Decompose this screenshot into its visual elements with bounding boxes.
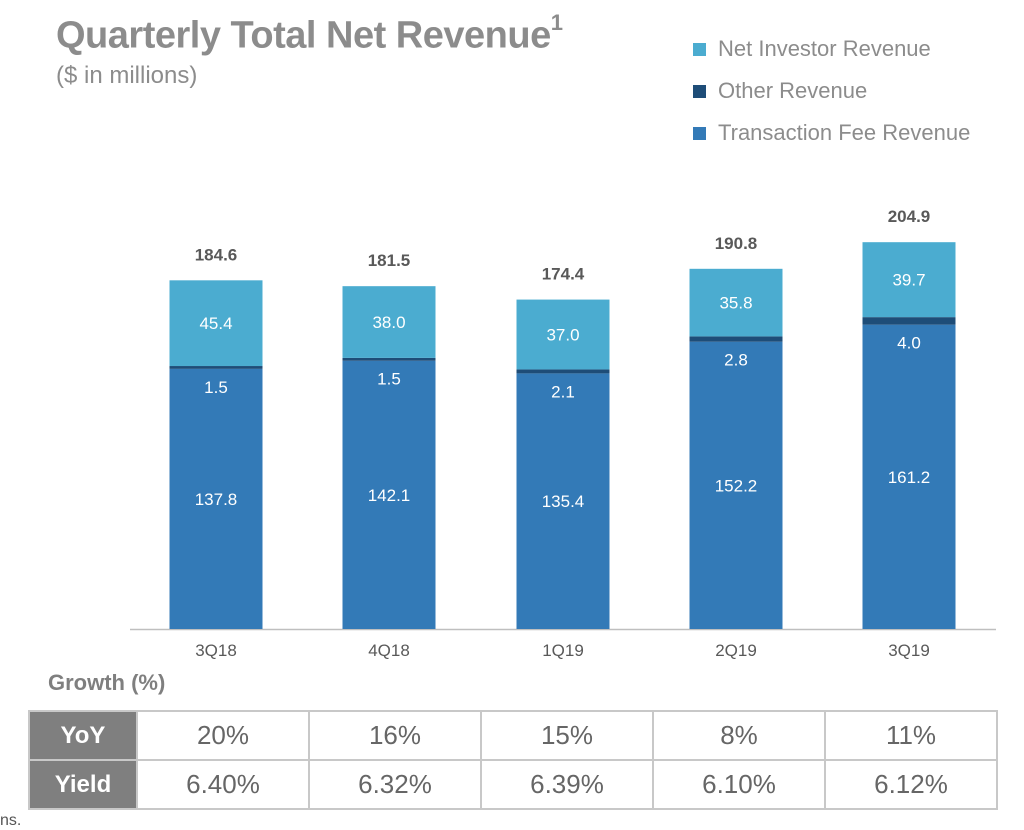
growth-row-label: YoY <box>28 710 138 761</box>
bar-other-revenue-2q19 <box>689 336 783 342</box>
bar-transaction-fee-revenue-1q19 <box>516 373 610 629</box>
legend-swatch-transaction-fee <box>693 126 706 140</box>
legend-item-transaction-fee: Transaction Fee Revenue <box>693 112 970 154</box>
chart-subtitle: ($ in millions) <box>56 62 198 89</box>
data-label-other-3q19: 4.0 <box>897 334 921 353</box>
stacked-bar-chart: 137.8 1.5 45.4 184.6 3Q18 142.1 1.5 38.0 181.5 4Q… <box>130 207 996 660</box>
bar-other-revenue-4q18 <box>342 357 436 361</box>
x-tick-label-3q19: 3Q19 <box>888 641 930 660</box>
x-tick-label-1q19: 1Q19 <box>542 641 584 660</box>
growth-cell: 6.10% <box>652 759 826 810</box>
data-label-net-investor-3q18: 45.4 <box>199 314 232 333</box>
data-label-transaction-fee-1q19: 135.4 <box>542 492 585 511</box>
bar-net-investor-revenue-2q19 <box>689 268 783 337</box>
data-label-transaction-fee-3q18: 137.8 <box>195 490 238 509</box>
growth-cell: 8% <box>652 710 826 761</box>
data-label-total-3q18: 184.6 <box>195 245 238 264</box>
x-tick-label-4q18: 4Q18 <box>368 641 410 660</box>
data-label-net-investor-1q19: 37.0 <box>546 326 579 345</box>
legend-swatch-other <box>693 84 706 98</box>
data-label-other-4q18: 1.5 <box>377 370 401 389</box>
bar-net-investor-revenue-4q18 <box>342 286 436 358</box>
legend-label-other: Other Revenue <box>718 78 868 103</box>
growth-table: YoY 20% 16% 15% 8% 11% Yield 6.40% 6.32% 6.39% 6.1… <box>28 710 998 810</box>
growth-cell: 20% <box>136 710 310 761</box>
bar-transaction-fee-revenue-3q18 <box>169 368 263 629</box>
growth-row-yield: Yield 6.40% 6.32% 6.39% 6.10% 6.12% <box>28 759 998 810</box>
footnote: ns. <box>0 812 22 829</box>
bar-transaction-fee-revenue-4q18 <box>342 360 436 629</box>
legend-label-transaction-fee: Transaction Fee Revenue <box>718 120 971 145</box>
bar-other-revenue-3q19 <box>862 317 956 325</box>
data-label-other-3q18: 1.5 <box>204 378 228 397</box>
data-label-total-2q19: 190.8 <box>715 234 758 253</box>
bar-transaction-fee-revenue-2q19 <box>689 341 783 629</box>
growth-cell: 11% <box>824 710 998 761</box>
bar-net-investor-revenue-3q19 <box>862 242 956 318</box>
bar-transaction-fee-revenue-3q19 <box>862 324 956 629</box>
legend-label-net-investor: Net Investor Revenue <box>718 36 931 61</box>
data-label-total-3q19: 204.9 <box>888 207 931 226</box>
data-label-net-investor-3q19: 39.7 <box>892 271 925 290</box>
x-tick-label-3q18: 3Q18 <box>195 641 237 660</box>
data-label-total-4q18: 181.5 <box>368 251 411 270</box>
data-label-transaction-fee-3q19: 161.2 <box>888 468 931 487</box>
data-label-transaction-fee-4q18: 142.1 <box>368 486 411 505</box>
growth-row-yoy: YoY 20% 16% 15% 8% 11% <box>28 710 998 761</box>
data-label-other-2q19: 2.8 <box>724 351 748 370</box>
data-label-total-1q19: 174.4 <box>542 265 585 284</box>
data-label-net-investor-2q19: 35.8 <box>719 294 752 313</box>
growth-cell: 6.40% <box>136 759 310 810</box>
chart-title: Quarterly Total Net Revenue1 <box>56 10 563 57</box>
legend: Net Investor Revenue Other Revenue Trans… <box>693 28 970 154</box>
growth-cell: 15% <box>480 710 654 761</box>
data-label-other-1q19: 2.1 <box>551 382 575 401</box>
growth-cell: 6.12% <box>824 759 998 810</box>
growth-cell: 6.39% <box>480 759 654 810</box>
growth-table-label: Growth (%) <box>48 670 166 695</box>
legend-swatch-net-investor <box>693 42 706 56</box>
title-footnote-marker: 1 <box>550 10 563 35</box>
growth-cell: 16% <box>308 710 482 761</box>
data-label-net-investor-4q18: 38.0 <box>372 313 405 332</box>
growth-cell: 6.32% <box>308 759 482 810</box>
bar-other-revenue-1q19 <box>516 369 610 374</box>
data-label-transaction-fee-2q19: 152.2 <box>715 476 758 495</box>
bar-other-revenue-3q18 <box>169 366 263 369</box>
bar-net-investor-revenue-3q18 <box>169 280 263 367</box>
legend-item-net-investor: Net Investor Revenue <box>693 28 970 70</box>
x-tick-label-2q19: 2Q19 <box>715 641 757 660</box>
bar-net-investor-revenue-1q19 <box>516 299 610 370</box>
growth-row-label: Yield <box>28 759 138 810</box>
legend-item-other: Other Revenue <box>693 70 970 112</box>
